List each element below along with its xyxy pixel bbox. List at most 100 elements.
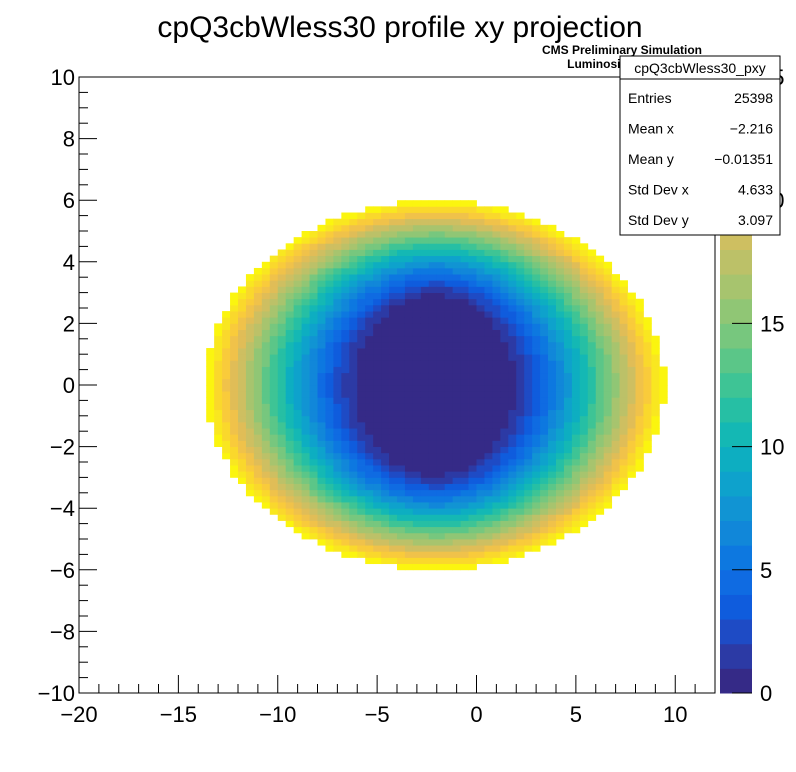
heatmap-cell (317, 385, 326, 392)
heatmap-cell (357, 471, 366, 478)
heatmap-cell (452, 508, 461, 515)
heatmap-cell (349, 539, 358, 546)
heatmap-cell (373, 212, 382, 220)
heatmap-cell (325, 249, 334, 257)
heatmap-cell (492, 261, 501, 269)
heatmap-cell (412, 495, 422, 503)
heatmap-cell (206, 385, 215, 392)
heatmap-cell (524, 403, 533, 411)
heatmap-cell (516, 261, 525, 269)
heatmap-cell (269, 508, 279, 515)
heatmap-cell (404, 434, 414, 441)
heatmap-cell (261, 477, 271, 484)
heatmap-cell (325, 421, 334, 429)
heatmap-cell (325, 508, 334, 515)
heatmap-cell (452, 391, 461, 398)
heatmap-cell (476, 409, 485, 417)
heatmap-cell (285, 267, 295, 275)
heatmap-cell (412, 483, 422, 491)
heatmap-cell (651, 348, 660, 355)
heatmap-cell (365, 280, 374, 287)
heatmap-cell (269, 323, 279, 330)
heatmap-cell (333, 243, 342, 250)
heatmap-cell (397, 428, 406, 435)
color-scale-band (720, 372, 752, 398)
heatmap-cell (556, 304, 565, 312)
heatmap-cell (285, 465, 295, 472)
heatmap-cell (619, 403, 628, 411)
heatmap-cell (253, 415, 263, 423)
heatmap-cell (587, 446, 597, 454)
heatmap-cell (317, 372, 326, 380)
heatmap-cell (563, 489, 573, 497)
heatmap-cell (309, 428, 318, 435)
heatmap-cell (206, 403, 215, 411)
heatmap-cell (365, 557, 374, 565)
heatmap-cell (420, 378, 430, 386)
heatmap-cell (412, 218, 422, 226)
heatmap-cell (556, 372, 565, 380)
heatmap-cell (389, 267, 398, 275)
heatmap-cell (468, 280, 477, 287)
heatmap-cell (484, 440, 493, 447)
heatmap-cell (412, 378, 422, 386)
heatmap-cell (404, 415, 414, 423)
heatmap-cell (556, 477, 565, 484)
heatmap-cell (253, 267, 263, 275)
heatmap-cell (643, 403, 652, 411)
heatmap-cell (301, 403, 310, 411)
heatmap-cell (436, 446, 446, 454)
heatmap-cell (619, 471, 628, 478)
stats-box-name: cpQ3cbWless30_pxy (634, 60, 766, 76)
heatmap-cell (253, 495, 263, 503)
heatmap-cell (476, 477, 485, 484)
heatmap-cell (412, 502, 422, 509)
heatmap-cell (492, 391, 501, 398)
heatmap-cell (214, 415, 223, 423)
heatmap-cell (444, 286, 454, 293)
heatmap-cell (548, 360, 557, 367)
heatmap-cell (532, 304, 541, 312)
heatmap-cell (253, 409, 263, 417)
heatmap-cell (508, 465, 517, 472)
heatmap-cell (492, 385, 501, 392)
heatmap-cell (381, 514, 390, 521)
heatmap-cell (460, 304, 469, 312)
heatmap-cell (524, 280, 533, 287)
heatmap-cell (238, 348, 247, 355)
heatmap-cell (484, 261, 493, 269)
heatmap-cell (579, 465, 589, 472)
heatmap-cell (548, 428, 557, 435)
heatmap-cell (309, 458, 318, 466)
heatmap-cell (301, 267, 310, 275)
heatmap-cell (357, 428, 366, 435)
heatmap-cell (508, 421, 517, 429)
heatmap-cell (285, 415, 295, 423)
heatmap-cell (548, 440, 557, 447)
heatmap-cell (532, 286, 541, 293)
heatmap-cell (516, 323, 525, 330)
heatmap-cell (548, 335, 557, 343)
heatmap-cell (357, 286, 366, 293)
heatmap-cell (238, 335, 247, 343)
heatmap-cell (460, 317, 469, 324)
heatmap-cell (508, 514, 517, 521)
heatmap-cell (301, 341, 310, 349)
heatmap-cell (492, 329, 501, 337)
heatmap-cell (333, 403, 342, 411)
heatmap-cell (460, 267, 469, 275)
heatmap-cell (508, 341, 517, 349)
heatmap-cell (373, 428, 382, 435)
heatmap-cell (500, 385, 509, 392)
heatmap-cell (404, 502, 414, 509)
heatmap-cell (397, 502, 406, 509)
heatmap-cell (277, 372, 287, 380)
heatmap-cell (285, 348, 295, 355)
heatmap-cell (484, 366, 493, 374)
heatmap-cell (206, 397, 215, 404)
heatmap-cell (333, 274, 342, 281)
heatmap-cell (444, 446, 454, 454)
heatmap-cell (357, 304, 366, 312)
color-scale-band (720, 249, 752, 275)
heatmap-cell (238, 409, 247, 417)
